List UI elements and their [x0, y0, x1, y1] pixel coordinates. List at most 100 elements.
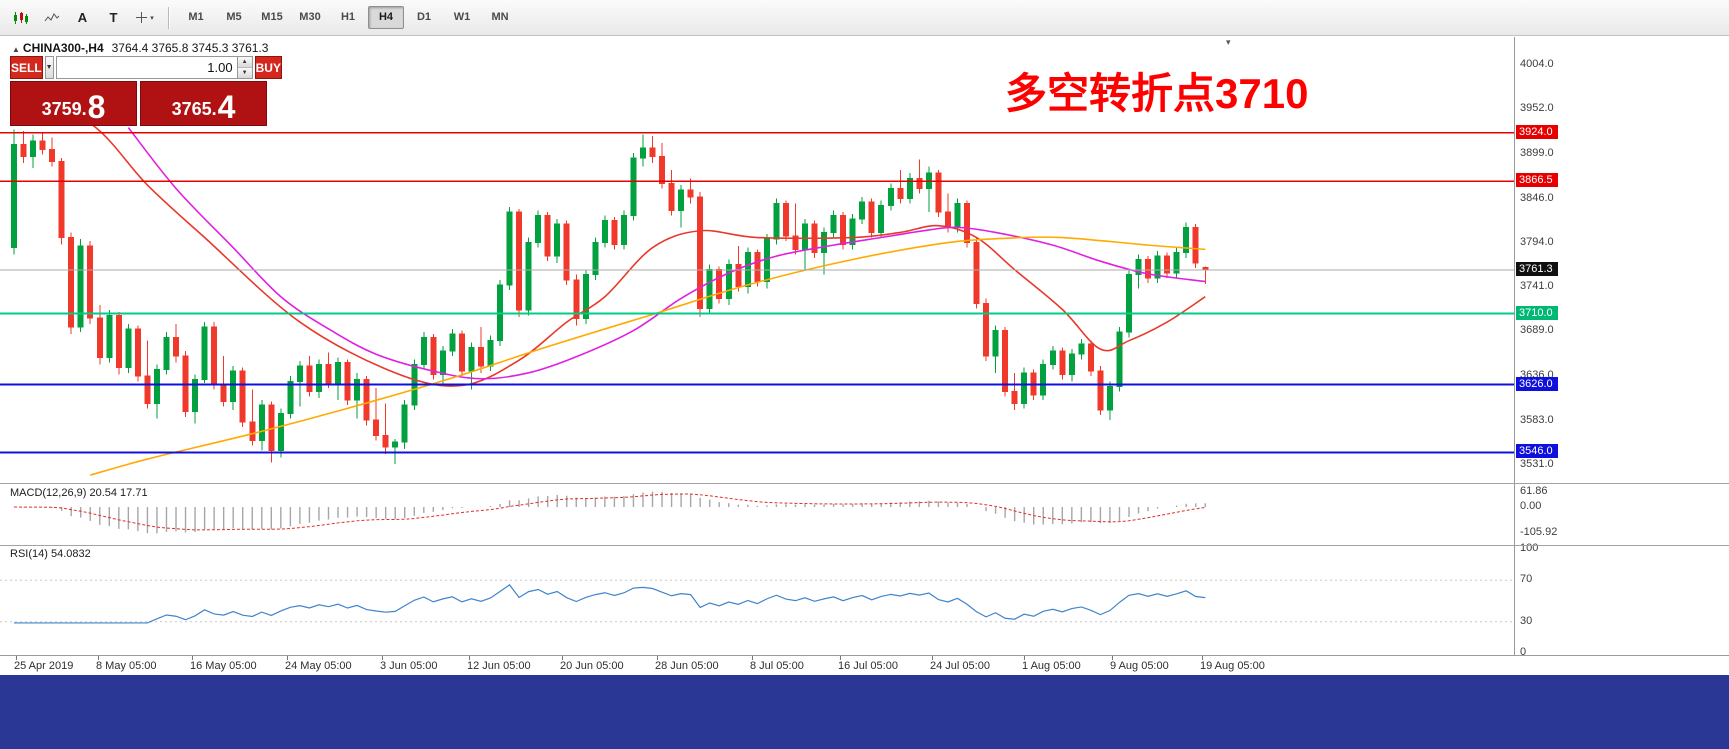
price-axis-label: 3952.0 — [1520, 101, 1554, 114]
timeframe-m30[interactable]: M30 — [299, 11, 321, 23]
time-axis-label: 1 Aug 05:00 — [1022, 660, 1081, 672]
time-axis-label: 25 Apr 2019 — [14, 660, 74, 672]
trade-options-dropdown[interactable]: ▼ — [44, 56, 54, 79]
timeframe-h4[interactable]: H4 — [368, 6, 404, 29]
time-axis-tick — [287, 656, 288, 660]
price-axis-label: 3794.0 — [1520, 235, 1554, 248]
time-axis-label: 28 Jun 05:00 — [655, 660, 719, 672]
bid-price-pips: 8 — [87, 88, 106, 125]
volume-decrease-button[interactable]: ▼ — [237, 68, 252, 78]
price-level-tag: 3626.0 — [1516, 376, 1558, 391]
chart-ohlc-info: ▲ CHINA300-,H4 3764.4 3765.8 3745.3 3761.3 — [12, 41, 268, 55]
timeframe-m1[interactable]: M1 — [188, 11, 204, 23]
time-axis-tick — [1112, 656, 1113, 660]
ask-price-panel[interactable]: 3765. 4 — [140, 81, 267, 126]
price-axis-label: 3741.0 — [1520, 280, 1554, 293]
price-axis-label: 3689.0 — [1520, 324, 1554, 337]
time-axis-label: 16 May 05:00 — [190, 660, 257, 672]
timeframe-w1[interactable]: W1 — [453, 11, 471, 23]
chart-text-annotation: 多空转折点3710 — [1005, 70, 1309, 117]
bottom-bar — [0, 675, 1729, 749]
price-axis-label: 3583.0 — [1520, 414, 1554, 427]
chart-type-icon-group: A T ▾ — [6, 5, 159, 31]
time-axis-tick — [1202, 656, 1203, 660]
time-axis-label: 24 May 05:00 — [285, 660, 352, 672]
chart-surface[interactable] — [0, 37, 1514, 655]
time-axis-label: 19 Aug 05:00 — [1200, 660, 1265, 672]
price-level-tag: 3761.3 — [1516, 262, 1558, 277]
rsi-axis-label: 0 — [1520, 646, 1527, 658]
timeframe-m5[interactable]: M5 — [226, 11, 242, 23]
text-label-icon[interactable]: T — [109, 10, 118, 25]
sell-button[interactable]: SELL — [10, 56, 43, 79]
time-axis-label: 24 Jul 05:00 — [930, 660, 990, 672]
ask-price-pips: 4 — [217, 88, 236, 125]
price-axis-label: 4004.0 — [1520, 58, 1554, 70]
time-axis-tick — [382, 656, 383, 660]
time-axis-tick — [16, 656, 17, 660]
time-axis-label: 3 Jun 05:00 — [380, 660, 438, 672]
time-axis-label: 9 Aug 05:00 — [1110, 660, 1169, 672]
price-level-tag: 3710.0 — [1516, 305, 1558, 320]
time-axis-label: 16 Jul 05:00 — [838, 660, 898, 672]
time-axis-tick — [657, 656, 658, 660]
price-axis-label: 3899.0 — [1520, 146, 1554, 159]
ask-price: 3765. — [171, 99, 217, 120]
price-axis-label: 3531.0 — [1520, 458, 1554, 470]
volume-input[interactable] — [56, 57, 237, 78]
rsi-label: RSI(14) 54.0832 — [10, 548, 91, 560]
price-axis-label: 3846.0 — [1520, 191, 1554, 204]
time-axis-tick — [192, 656, 193, 660]
crosshair-icon[interactable]: ▾ — [136, 12, 154, 23]
time-axis-tick — [1024, 656, 1025, 660]
buy-button[interactable]: BUY — [254, 56, 282, 79]
symbol-marker-icon: ▲ — [12, 45, 20, 54]
volume-stepper: ▲ ▼ — [236, 57, 252, 78]
time-axis-tick — [840, 656, 841, 660]
chart-shift-marker[interactable]: ▾ — [1226, 37, 1231, 47]
symbol-label: CHINA300-,H4 — [22, 41, 104, 55]
time-axis-label: 8 Jul 05:00 — [750, 660, 804, 672]
ma-slow — [127, 127, 1206, 380]
ma-long — [90, 236, 1206, 476]
price-level-tag: 3866.5 — [1516, 173, 1558, 188]
time-axis-label: 12 Jun 05:00 — [467, 660, 531, 672]
price-level-tag: 3924.0 — [1516, 124, 1558, 139]
toolbar-separator — [168, 6, 169, 29]
panel-separator-rsi[interactable] — [0, 545, 1729, 546]
ma-medium — [13, 91, 1206, 387]
price-axis-border — [1514, 37, 1515, 655]
macd-axis-label: -105.92 — [1520, 526, 1558, 539]
candlestick-chart-icon[interactable] — [6, 5, 35, 31]
one-click-trade-panel: SELL ▼ ▲ ▼ BUY 3759. 8 3765. 4 — [10, 56, 282, 126]
timeframe-h1[interactable]: H1 — [340, 11, 356, 23]
time-axis-label: 20 Jun 05:00 — [560, 660, 624, 672]
timeframe-mn[interactable]: MN — [491, 11, 509, 23]
time-axis-tick — [752, 656, 753, 660]
bid-price-panel[interactable]: 3759. 8 — [10, 81, 137, 126]
macd-label: MACD(12,26,9) 20.54 17.71 — [10, 487, 148, 499]
time-axis-tick — [562, 656, 563, 660]
timeframe-d1[interactable]: D1 — [416, 11, 432, 23]
rsi-axis-label: 70 — [1520, 573, 1533, 586]
rsi-axis-label: 30 — [1520, 614, 1533, 627]
time-axis-tick — [98, 656, 99, 660]
volume-increase-button[interactable]: ▲ — [237, 57, 252, 68]
rsi-axis-label: 100 — [1520, 542, 1539, 554]
macd-axis-label: 0.00 — [1520, 500, 1542, 512]
panel-separator-macd[interactable] — [0, 483, 1729, 484]
tick-chart-icon[interactable] — [37, 5, 66, 31]
ohlc-values: 3764.4 3765.8 3745.3 3761.3 — [111, 41, 269, 55]
macd-axis-label: 61.86 — [1520, 484, 1548, 497]
time-axis-tick — [932, 656, 933, 660]
price-level-tag: 3546.0 — [1516, 444, 1558, 459]
bid-price: 3759. — [41, 99, 87, 120]
time-axis[interactable]: 25 Apr 2019 8 May 05:00 16 May 05:00 24 May… — [0, 655, 1729, 676]
toolbar: A T ▾ M1 M5 M15 M30 H1 H4 D1 W1 MN — [0, 0, 1729, 36]
price-axis: 4004.0 3952.0 3899.0 3846.0 3794.0 3741.0 3689… — [1514, 37, 1729, 658]
timeframe-group: M1 M5 M15 M30 H1 H4 D1 W1 MN — [178, 6, 518, 29]
auto-trading-icon[interactable]: A — [77, 10, 88, 25]
time-axis-tick — [469, 656, 470, 660]
timeframe-m15[interactable]: M15 — [261, 11, 283, 23]
